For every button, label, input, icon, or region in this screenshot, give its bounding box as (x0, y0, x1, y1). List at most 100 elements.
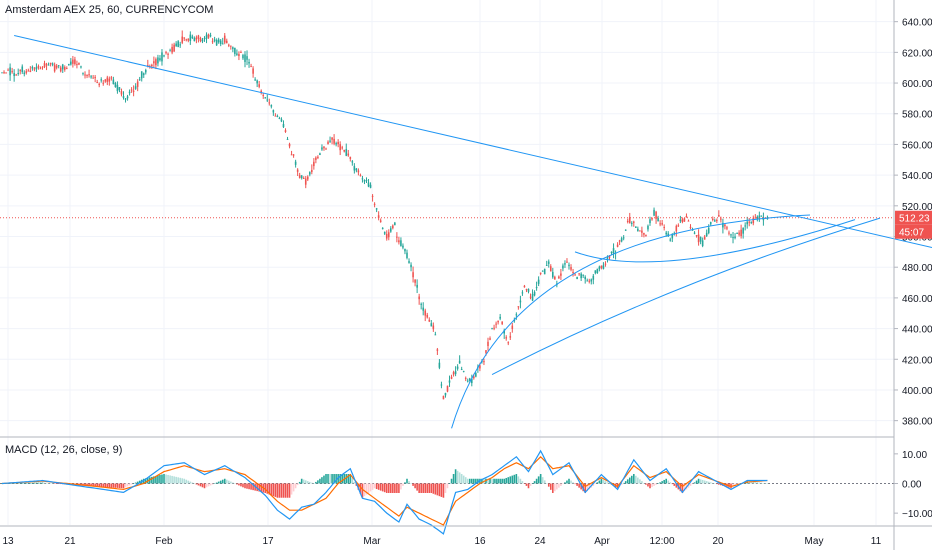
candle-body (193, 38, 196, 42)
candle-body (675, 225, 678, 232)
macd-title: MACD (12, 26, close, 9) (5, 444, 123, 456)
macd-histogram-bar (653, 483, 655, 486)
macd-histogram-bar (450, 478, 453, 484)
macd-histogram-bar (466, 478, 469, 484)
trendlines[interactable] (14, 34, 932, 429)
candle-body (37, 65, 40, 68)
macd-histogram-bar (645, 483, 647, 485)
candle-body (353, 166, 356, 171)
macd-histogram-bar (659, 482, 661, 484)
candle-body (379, 220, 382, 223)
candle-body (560, 273, 562, 276)
macd-histogram-bar (169, 475, 171, 484)
candle-body (181, 36, 184, 43)
macd-histogram-bar (225, 479, 228, 484)
macd-histogram-bar (580, 483, 582, 490)
candle-body (309, 172, 311, 175)
candle-body (347, 153, 350, 156)
x-tick-label: 11 (871, 536, 882, 547)
candle-body (649, 219, 651, 224)
macd-histogram-bar (159, 474, 161, 484)
candle-body (709, 221, 712, 225)
y-tick-label: 460.00 (902, 294, 932, 305)
macd-histogram-bar (27, 482, 30, 484)
macd-histogram-bar (209, 483, 212, 486)
candle-body (211, 41, 214, 43)
macd-histogram-bar (434, 483, 437, 495)
candle-body (373, 203, 376, 205)
macd-histogram-bar (444, 483, 447, 493)
candle-body (325, 148, 327, 150)
candle-body (284, 130, 287, 132)
candle-body (385, 233, 388, 239)
candle-body (53, 64, 56, 72)
candle-body (475, 373, 477, 377)
macd-histogram-bar (442, 483, 445, 498)
candle-body (689, 226, 692, 229)
macd-histogram-bar (122, 483, 125, 489)
candle-body (489, 338, 491, 340)
candle-body (100, 79, 103, 81)
candle-body (63, 67, 66, 70)
candle-body (626, 220, 629, 222)
macd-histogram-bar (161, 474, 163, 484)
macd-histogram-bar (335, 474, 337, 484)
candle-body (317, 156, 319, 158)
macd-histogram-bar (471, 478, 473, 484)
macd-histogram-bar (408, 481, 410, 484)
macd-histogram-bar (647, 483, 649, 487)
candle-body (268, 102, 271, 104)
candle-body (699, 237, 702, 242)
macd-histogram-bar (566, 480, 568, 484)
macd-histogram-bar (679, 483, 682, 492)
macd-histogram-bar (193, 483, 196, 484)
candle-body (7, 69, 9, 71)
candle-body (543, 268, 546, 275)
candle-body (153, 61, 155, 64)
candle-body (754, 217, 757, 219)
candle-body (114, 83, 117, 88)
macd-histogram-bar (651, 483, 653, 488)
x-tick-label: 21 (64, 536, 76, 547)
macd-histogram-bar (187, 480, 190, 484)
macd-histogram-bar (545, 483, 548, 484)
candle-body (572, 272, 574, 274)
candle-body (416, 284, 418, 288)
candle-body (130, 89, 133, 91)
macd-histogram-bar (270, 483, 273, 496)
macd-histogram-bar (290, 483, 293, 495)
macd-histogram-bar (630, 475, 633, 484)
price-badge-bg (895, 210, 932, 225)
candle-body (428, 319, 431, 322)
macd-histogram-bar (383, 483, 386, 493)
candle-body (604, 263, 607, 265)
candle-body (321, 147, 323, 150)
candle-body (728, 232, 730, 234)
macd-histogram-bar (663, 479, 665, 484)
candle-body (270, 105, 273, 107)
macd-histogram-bar (153, 476, 155, 484)
macd-histogram-bar (452, 474, 455, 484)
macd-histogram-bar (223, 478, 226, 484)
candle-body (726, 227, 728, 229)
candle-body (169, 50, 171, 52)
candle-body (126, 96, 129, 99)
macd-histogram-bar (317, 480, 319, 484)
macd-histogram-bar (564, 482, 566, 484)
macd-histogram-bar (39, 482, 42, 484)
candle-body (539, 272, 542, 274)
candle-body (335, 143, 337, 145)
macd-histogram-bar (280, 483, 283, 498)
candle-body (444, 392, 447, 396)
candle-body (495, 323, 497, 325)
candle-body (66, 68, 68, 70)
candle-body (179, 44, 181, 46)
candle-body (59, 67, 62, 72)
x-tick-label: 24 (534, 536, 546, 547)
macd-histogram-bar (752, 481, 755, 484)
macd-histogram-bar (313, 483, 315, 484)
candle-body (240, 51, 242, 53)
macd-y-tick-label: 0.00 (902, 480, 922, 491)
macd-histogram-bar (92, 483, 94, 487)
